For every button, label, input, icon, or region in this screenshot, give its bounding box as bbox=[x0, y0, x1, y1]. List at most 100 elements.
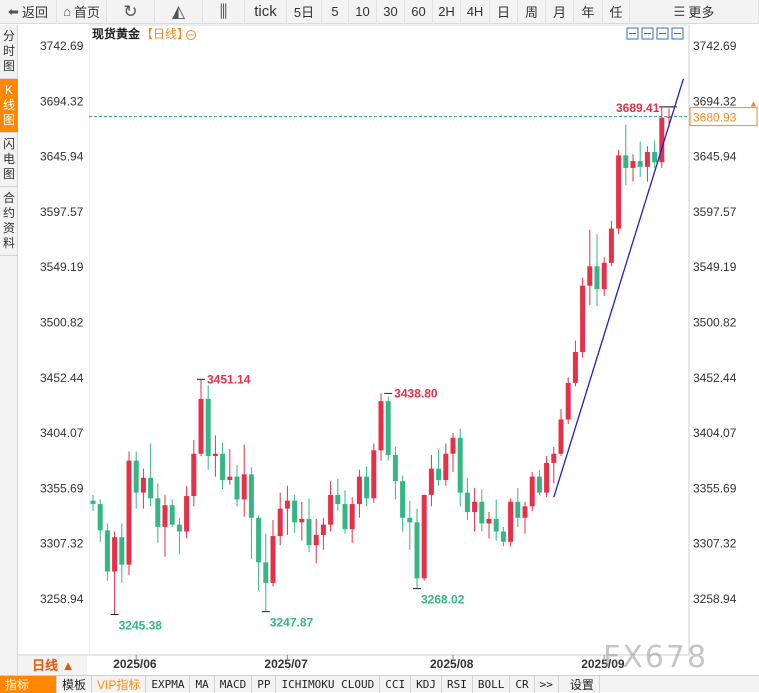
y-tick-left-10: 3742.69 bbox=[40, 39, 84, 53]
indicator-item-3[interactable]: EXPMA bbox=[146, 675, 191, 693]
chart-period: 【日线】 bbox=[141, 27, 189, 41]
candle-body-24 bbox=[263, 562, 269, 583]
indicator-item-13[interactable]: >> bbox=[535, 675, 559, 693]
y-tick-left-6: 3549.19 bbox=[40, 260, 84, 274]
candle-body-40 bbox=[378, 401, 384, 451]
candle-body-6 bbox=[133, 460, 139, 493]
toolbar-item-label: 10 bbox=[355, 4, 370, 19]
y-tick-right-4: 3452.44 bbox=[693, 371, 737, 385]
toolbar-item-5[interactable]: tick bbox=[245, 0, 287, 24]
indicator-item-14[interactable]: 设置 bbox=[565, 675, 600, 693]
candle-body-50 bbox=[450, 437, 456, 454]
toolbar-item-14[interactable]: 周 bbox=[518, 0, 546, 24]
toolbar-item-label: 30 bbox=[383, 4, 398, 19]
candle-body-5 bbox=[126, 460, 132, 565]
indicator-item-0[interactable]: 指标 bbox=[0, 675, 57, 693]
annotation-low-4: 3268.02 bbox=[421, 593, 465, 607]
right-axis-area bbox=[690, 25, 759, 655]
home-icon: ⌂ bbox=[63, 4, 71, 19]
toolbar-item-12[interactable]: 4H bbox=[461, 0, 490, 24]
toolbar-item-3[interactable]: ◭ bbox=[155, 0, 203, 24]
candle-body-2 bbox=[104, 530, 110, 572]
toolbar-item-2[interactable]: ↻ bbox=[107, 0, 155, 24]
current-price-box bbox=[689, 107, 758, 127]
toolbar-item-10[interactable]: 60 bbox=[405, 0, 433, 24]
candle-body-18 bbox=[220, 453, 226, 481]
toolbar-item-label: 5日 bbox=[293, 5, 315, 20]
candle-body-77 bbox=[644, 151, 650, 167]
indicator-item-9[interactable]: KDJ bbox=[411, 675, 442, 693]
y-tick-left-3: 3404.07 bbox=[40, 426, 84, 440]
candle-body-73 bbox=[616, 155, 622, 229]
indicator-item-11[interactable]: BOLL bbox=[473, 675, 511, 693]
y-tick-right-0: 3258.94 bbox=[693, 592, 737, 606]
candlestick-icon: ⫼ bbox=[219, 1, 228, 21]
toolbar-item-6[interactable]: 5日 bbox=[287, 0, 322, 24]
candle-body-78 bbox=[652, 151, 658, 163]
candle-body-52 bbox=[464, 492, 470, 513]
candle-body-61 bbox=[529, 476, 535, 507]
candle-body-4 bbox=[119, 537, 125, 565]
candle-body-1 bbox=[97, 504, 103, 531]
y-tick-left-5: 3500.82 bbox=[40, 315, 84, 329]
toolbar-item-1[interactable]: ⌂ 首页 bbox=[57, 0, 107, 24]
candle-body-39 bbox=[371, 450, 377, 499]
candle-body-29 bbox=[299, 518, 305, 523]
y-tick-right-10: 3742.69 bbox=[693, 39, 737, 53]
candle-body-72 bbox=[608, 228, 614, 263]
indicator-item-1[interactable]: 模板 bbox=[57, 675, 93, 693]
x-label-0: 2025/06 bbox=[113, 657, 157, 671]
candle-body-11 bbox=[169, 505, 175, 525]
candle-body-41 bbox=[385, 401, 391, 455]
indicator-item-8[interactable]: CCI bbox=[380, 675, 412, 693]
candle-body-65 bbox=[558, 419, 564, 454]
toolbar-item-17[interactable]: 任 bbox=[603, 0, 630, 24]
sidebar-tab-2[interactable]: 闪电图 bbox=[0, 133, 18, 187]
toolbar-item-16[interactable]: 年 bbox=[574, 0, 603, 24]
y-tick-left-7: 3597.57 bbox=[40, 205, 84, 219]
candle-body-34 bbox=[335, 494, 341, 505]
candle-body-59 bbox=[515, 501, 521, 518]
toolbar-item-label: 5 bbox=[331, 4, 339, 19]
x-label-3: 2025/09 bbox=[581, 657, 625, 671]
candle-body-21 bbox=[241, 474, 247, 500]
y-tick-left-8: 3645.94 bbox=[40, 150, 84, 164]
indicator-item-7[interactable]: ICHIMOKU CLOUD bbox=[276, 675, 381, 693]
candle-body-31 bbox=[313, 534, 319, 546]
indicator-item-4[interactable]: MA bbox=[190, 675, 215, 693]
toolbar-item-7[interactable]: 5 bbox=[322, 0, 349, 24]
trend-line bbox=[553, 78, 685, 498]
toolbar-item-13[interactable]: 日 bbox=[490, 0, 518, 24]
annotation-high-3: 3438.80 bbox=[394, 386, 438, 400]
toolbar-item-9[interactable]: 30 bbox=[377, 0, 405, 24]
candle-body-23 bbox=[256, 517, 262, 563]
indicator-item-10[interactable]: RSI bbox=[442, 675, 473, 693]
candle-body-42 bbox=[392, 454, 398, 482]
indicator-item-2[interactable]: VIP指标 bbox=[92, 675, 147, 693]
candle-body-63 bbox=[544, 462, 550, 493]
indicator-item-12[interactable]: CR bbox=[510, 675, 535, 693]
left-axis-area bbox=[18, 25, 89, 655]
y-tick-right-5: 3500.82 bbox=[693, 315, 737, 329]
sidebar-tab-0[interactable]: 分时图 bbox=[0, 25, 18, 79]
indicator-item-6[interactable]: PP bbox=[252, 675, 277, 693]
candle-body-71 bbox=[601, 262, 607, 290]
toolbar-item-15[interactable]: 月 bbox=[546, 0, 574, 24]
toolbar-item-label: 60 bbox=[411, 4, 426, 19]
candle-body-62 bbox=[536, 476, 542, 493]
toolbar-item-4[interactable]: ⫼ bbox=[203, 0, 245, 24]
y-tick-right-3: 3404.07 bbox=[693, 426, 737, 440]
candle-body-57 bbox=[500, 531, 506, 542]
toolbar-item-0[interactable]: ⬅ 返回 bbox=[0, 0, 57, 24]
candle-body-70 bbox=[594, 266, 600, 290]
sidebar-tab-3[interactable]: 合约资料 bbox=[0, 187, 18, 256]
toolbar-item-18[interactable]: ☰ 更多 bbox=[630, 0, 759, 24]
toolbar-item-11[interactable]: 2H bbox=[433, 0, 461, 24]
toolbar-item-8[interactable]: 10 bbox=[349, 0, 377, 24]
annotation-low-2: 3247.87 bbox=[270, 616, 314, 630]
candle-body-22 bbox=[248, 474, 254, 518]
indicator-item-5[interactable]: MACD bbox=[215, 675, 253, 693]
y-tick-right-1: 3307.32 bbox=[693, 537, 737, 551]
